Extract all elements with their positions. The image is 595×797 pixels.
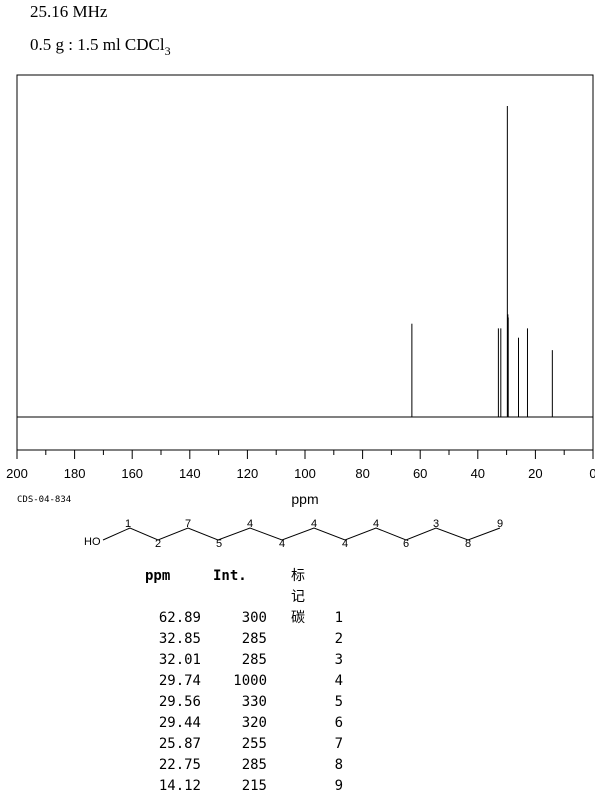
carbon-chain xyxy=(102,527,501,541)
x-tick-label-140: 140 xyxy=(179,466,201,481)
cell-ppm: 29.44 xyxy=(158,715,201,731)
carbon-label-3: 7 xyxy=(185,518,191,530)
x-tick-label-160: 160 xyxy=(121,466,143,481)
cell-ppm: 62.89 xyxy=(158,610,201,626)
x-tick-label-120: 120 xyxy=(237,466,259,481)
x-tick-label-180: 180 xyxy=(64,466,86,481)
carbon-label-13: 9 xyxy=(497,518,503,530)
x-tick-label-60: 60 xyxy=(413,466,427,481)
carbon-label-5: 4 xyxy=(247,518,253,530)
cell-ppm: 29.56 xyxy=(158,694,201,710)
x-tick-label-200: 200 xyxy=(6,466,28,481)
cell-ppm: 29.74 xyxy=(158,673,201,689)
cell-ppm: 25.87 xyxy=(158,736,201,752)
carbon-label-4: 5 xyxy=(216,538,222,550)
sample-label: 0.5 g : 1.5 ml CDCl3 xyxy=(30,35,171,59)
cell-ppm: 32.85 xyxy=(158,631,201,647)
cell-carbon: 5 xyxy=(334,694,343,710)
cell-carbon: 3 xyxy=(334,652,343,668)
cell-int: 285 xyxy=(241,631,267,647)
cell-int: 320 xyxy=(241,715,267,731)
cell-int: 255 xyxy=(241,736,267,752)
peaks-group xyxy=(411,106,553,417)
carbon-label-8: 4 xyxy=(342,538,348,550)
x-tick-label-100: 100 xyxy=(294,466,316,481)
x-tick-label-0: 0 xyxy=(589,466,595,481)
cell-int: 285 xyxy=(241,652,267,668)
cell-ppm: 22.75 xyxy=(158,757,201,773)
x-tick-label-20: 20 xyxy=(528,466,542,481)
x-tick-label-80: 80 xyxy=(355,466,369,481)
sample-main-text: 0.5 g : 1.5 ml CDCl xyxy=(30,35,165,54)
cell-carbon: 7 xyxy=(334,736,343,752)
cell-carbon: 8 xyxy=(334,757,343,773)
carbon-label-6: 4 xyxy=(279,538,285,550)
cell-carbon: 4 xyxy=(334,673,343,689)
frequency-label: 25.16 MHz xyxy=(30,2,108,21)
plot-frame xyxy=(16,74,594,451)
cell-int: 215 xyxy=(241,778,267,794)
cell-carbon: 1 xyxy=(334,610,343,626)
cell-carbon: 6 xyxy=(334,715,343,731)
carbon-labels: 1 2 7 5 4 4 4 4 4 6 3 8 9 xyxy=(125,518,503,550)
cell-int: 300 xyxy=(241,610,267,626)
cell-ppm: 32.01 xyxy=(158,652,201,668)
x-axis-ticks: 200 180 160 140 120 100 80 60 40 20 0 xyxy=(6,450,595,481)
carbon-label-11: 3 xyxy=(433,518,439,530)
spectrum-code: CDS-04-834 xyxy=(17,495,71,505)
carbon-label-7: 4 xyxy=(311,518,317,530)
cell-int: 330 xyxy=(241,694,267,710)
molecule-structure: HO 1 2 7 5 4 4 4 4 4 6 3 8 9 xyxy=(84,518,503,550)
sample-subscript: 3 xyxy=(164,44,171,58)
carbon-label-9: 4 xyxy=(373,518,379,530)
header-int: Int. xyxy=(213,568,247,584)
hydroxyl-label: HO xyxy=(84,536,101,548)
cell-int: 285 xyxy=(241,757,267,773)
carbon-label-12: 8 xyxy=(465,538,471,550)
carbon-label-10: 6 xyxy=(403,538,409,550)
header-carbon: 标记碳 xyxy=(291,568,305,626)
x-axis-label: ppm xyxy=(291,491,318,507)
cell-carbon: 9 xyxy=(334,778,343,794)
carbon-label-2: 2 xyxy=(155,538,161,550)
header-ppm: ppm xyxy=(145,568,171,584)
cell-ppm: 14.12 xyxy=(158,778,201,794)
cell-int: 1000 xyxy=(233,673,267,689)
x-tick-label-40: 40 xyxy=(471,466,485,481)
carbon-label-1: 1 xyxy=(125,518,131,530)
cell-carbon: 2 xyxy=(334,631,343,647)
